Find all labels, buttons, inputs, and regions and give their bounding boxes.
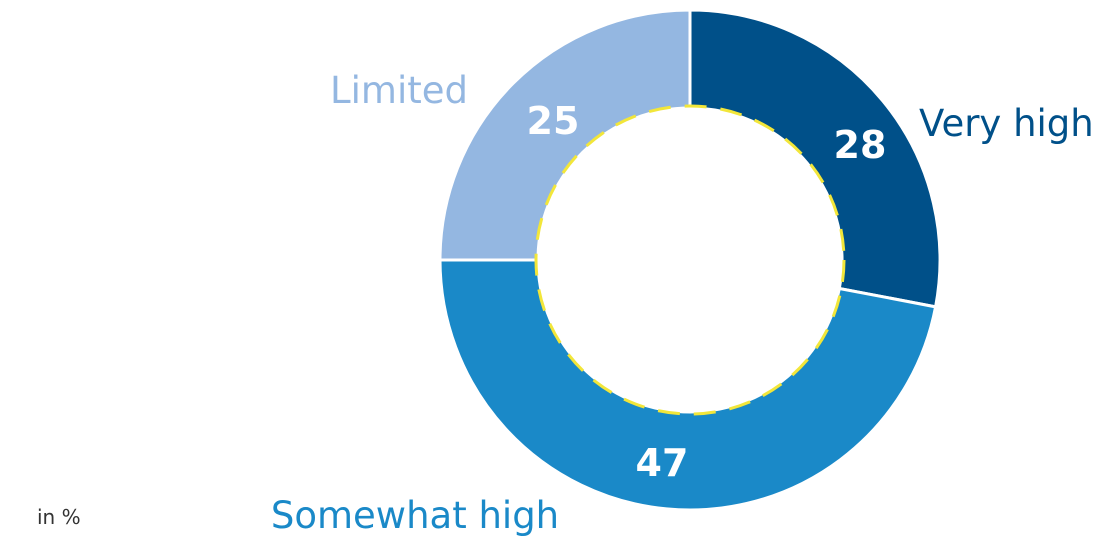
slice-value-labels: 28 47 25 <box>527 99 887 485</box>
slice-very-high <box>688 8 942 309</box>
value-label-limited: 25 <box>527 99 580 143</box>
value-label-somewhat-high: 47 <box>636 441 689 485</box>
slice-somewhat-high <box>438 258 938 512</box>
category-label-very-high: Very high <box>919 102 1094 145</box>
slice-limited <box>438 8 692 262</box>
slice-category-labels: Very high Somewhat high Limited <box>271 69 1094 537</box>
category-label-limited: Limited <box>330 69 468 112</box>
donut-slices <box>438 8 942 512</box>
inner-dashed-ring <box>534 104 846 416</box>
category-label-somewhat-high: Somewhat high <box>271 494 559 537</box>
value-label-very-high: 28 <box>834 123 887 167</box>
unit-note: in % <box>37 505 81 529</box>
